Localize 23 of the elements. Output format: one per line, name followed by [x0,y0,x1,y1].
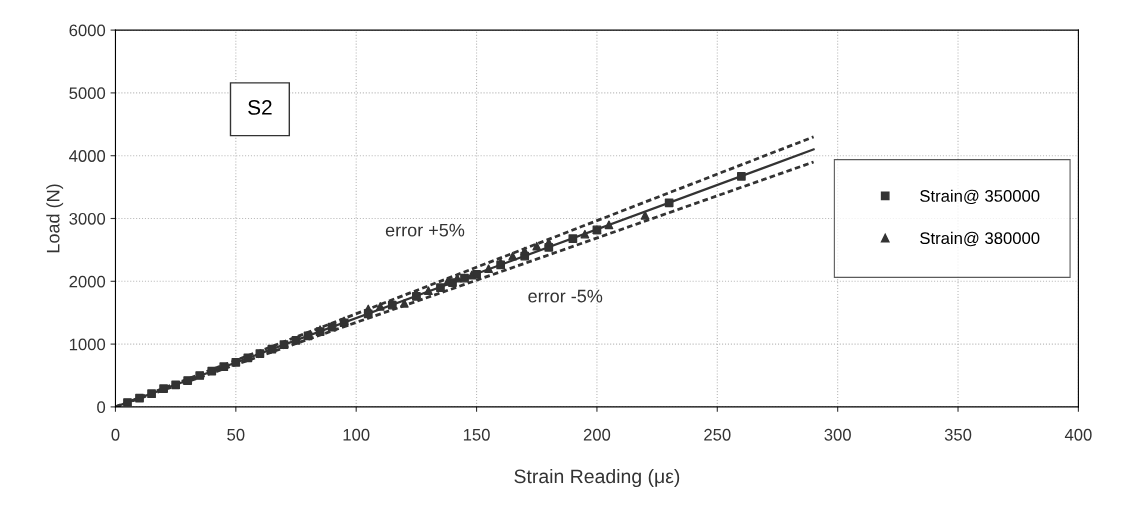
y-tick-label: 2000 [69,275,106,288]
x-tick-label: 100 [343,428,370,441]
x-tick-label: 50 [227,428,245,441]
x-tick-label: 200 [583,428,611,441]
annotation: error -5% [528,289,603,303]
x-tick-label: 400 [1064,428,1092,441]
x-tick-label: 0 [111,428,120,441]
x-axis-title: Strain Reading (με) [514,468,680,488]
legend-label: Strain@ 350000 [920,189,1040,205]
x-tick-label: 300 [824,428,851,441]
y-tick-label: 3000 [69,212,106,225]
y-tick-label: 5000 [69,87,106,100]
y-tick-label: 0 [97,401,106,414]
x-tick-label: 350 [944,428,972,441]
y-tick-label: 1000 [69,338,106,351]
y-tick-label: 6000 [69,24,106,37]
x-tick-label: 250 [704,428,731,441]
annotation: error +5% [385,223,465,237]
x-tick-label: 150 [463,428,490,441]
y-axis-title: Load (N) [46,184,64,253]
annotation: S2 [248,100,272,115]
y-tick-label: 4000 [69,150,106,162]
legend-label: Strain@ 380000 [920,231,1040,247]
